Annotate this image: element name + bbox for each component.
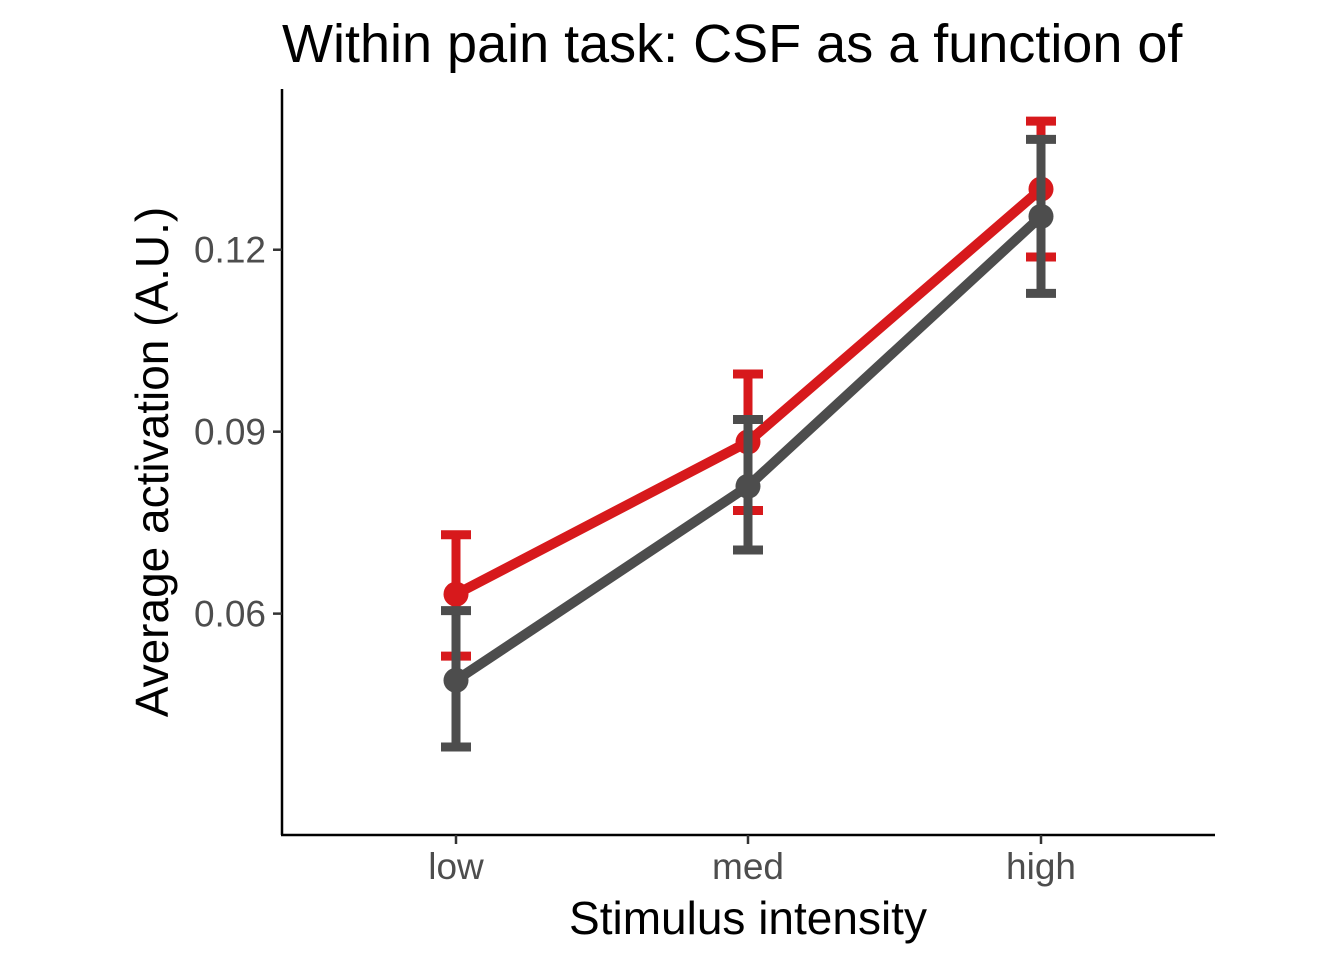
x-tick-label: high xyxy=(1006,846,1076,887)
y-axis-title: Average activation (A.U.) xyxy=(126,207,178,718)
series-layer xyxy=(441,116,1056,752)
chart-title: Within pain task: CSF as a function of xyxy=(282,14,1183,74)
y-tick-label: 0.12 xyxy=(194,230,266,271)
y-tick-label: 0.09 xyxy=(194,412,266,453)
data-point xyxy=(735,473,761,499)
x-tick-label: med xyxy=(712,846,784,887)
y-ticks: 0.06 0.09 0.12 xyxy=(194,230,282,635)
series-1 xyxy=(441,116,1056,661)
series-2 xyxy=(441,134,1056,752)
x-ticks: low med high xyxy=(428,835,1076,887)
y-tick-label: 0.06 xyxy=(194,594,266,635)
data-point xyxy=(1028,203,1054,229)
data-point xyxy=(443,667,469,693)
data-point xyxy=(443,581,469,607)
x-tick-label: low xyxy=(428,846,484,887)
x-axis-title: Stimulus intensity xyxy=(569,892,927,944)
